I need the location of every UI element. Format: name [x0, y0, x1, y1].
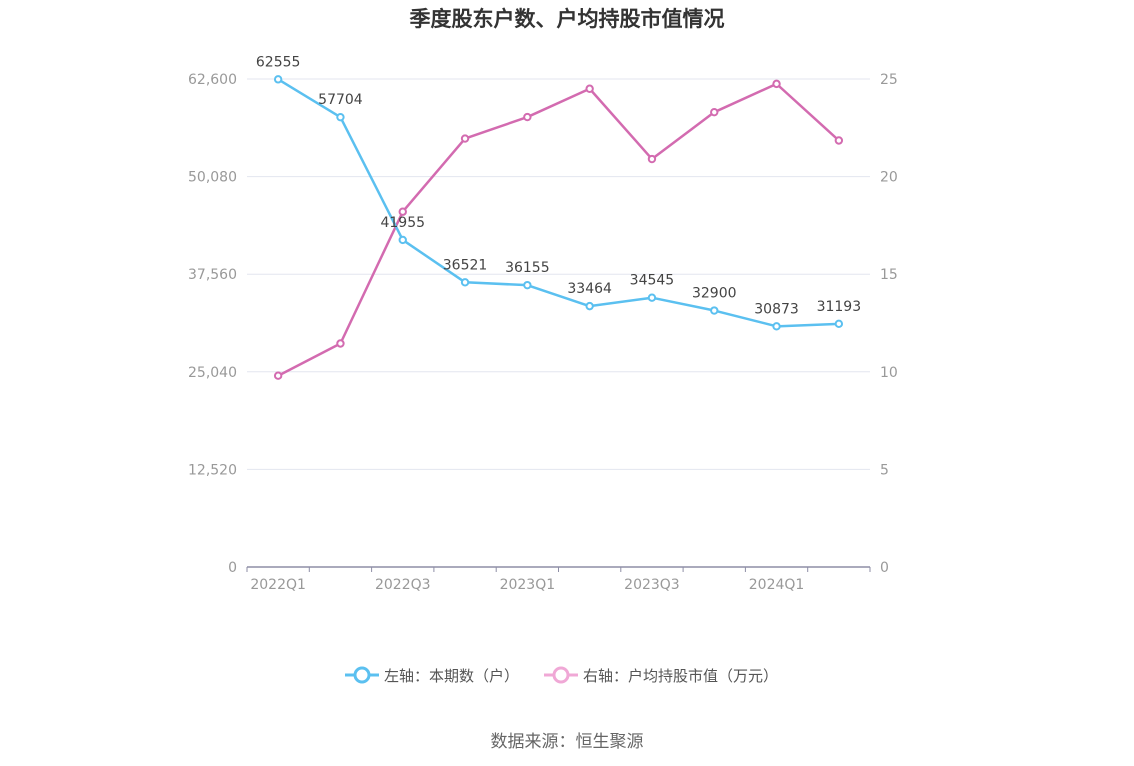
x-tick-label: 2024Q1 — [749, 577, 805, 593]
data-label: 41955 — [380, 215, 425, 231]
legend-item-value[interactable]: 右轴：户均持股市值（万元） — [544, 666, 778, 685]
data-point-right[interactable] — [647, 154, 657, 164]
data-point-left[interactable] — [336, 112, 345, 122]
legend-marker-value — [552, 666, 570, 684]
y-left-tick-label: 50,080 — [188, 170, 237, 186]
data-point-right[interactable] — [834, 136, 844, 145]
data-label: 62555 — [256, 54, 301, 70]
x-tick-label: 2023Q1 — [500, 577, 556, 593]
y-left-tick-label: 0 — [228, 560, 237, 576]
legend: 左轴：本期数（户） 右轴：户均持股市值（万元） — [345, 666, 778, 685]
data-label: 36521 — [443, 257, 488, 273]
y-left-tick-label: 62,600 — [188, 72, 237, 88]
y-right-tick-label: 10 — [880, 365, 898, 381]
data-point-right[interactable] — [523, 112, 532, 122]
data-point-right[interactable] — [273, 371, 283, 380]
y-right-tick-label: 0 — [880, 560, 889, 576]
y-right-tick-label: 15 — [880, 267, 898, 283]
data-point-left[interactable] — [647, 293, 657, 302]
x-tick-label: 2023Q3 — [624, 577, 680, 593]
data-point-left[interactable] — [398, 235, 407, 245]
data-point-left[interactable] — [834, 319, 844, 329]
data-point-right[interactable] — [398, 207, 407, 216]
data-label: 33464 — [567, 281, 612, 297]
data-label: 57704 — [318, 92, 363, 108]
data-point-right[interactable] — [336, 339, 345, 348]
y-left-tick-label: 37,560 — [188, 267, 237, 283]
legend-label-households: 左轴：本期数（户） — [384, 667, 519, 685]
axes: 0 0 12,520 5 25,040 10 37,560 15 50,080 20 62,600 2… — [188, 72, 898, 593]
legend-label-value: 右轴：户均持股市值（万元） — [583, 667, 778, 685]
data-label: 34545 — [630, 273, 675, 289]
data-point-right[interactable] — [710, 107, 719, 117]
data-point-right[interactable] — [585, 84, 594, 93]
x-tick-label: 2022Q3 — [375, 577, 431, 593]
series-line-left — [277, 78, 839, 328]
data-point-left[interactable] — [710, 306, 719, 315]
grid — [247, 78, 870, 470]
data-label: 30873 — [754, 301, 799, 317]
data-point-left[interactable] — [460, 278, 470, 287]
data-point-left[interactable] — [273, 75, 283, 84]
data-point-left[interactable] — [585, 301, 594, 311]
data-labels: 62555 57704 41955 36521 36155 33464 34545 32900… — [256, 54, 861, 317]
legend-marker-households — [353, 666, 371, 684]
data-point-right[interactable] — [772, 79, 781, 89]
data-label: 32900 — [692, 286, 737, 302]
x-tick-label: 2022Q1 — [250, 577, 306, 593]
series — [273, 75, 844, 380]
y-right-tick-label: 20 — [880, 170, 898, 186]
series-line-right — [277, 82, 840, 377]
y-right-tick-label: 25 — [880, 72, 898, 88]
data-point-right[interactable] — [460, 134, 470, 143]
y-left-tick-label: 12,520 — [188, 462, 237, 478]
data-label: 36155 — [505, 260, 550, 276]
y-right-tick-label: 5 — [880, 462, 889, 478]
data-point-left[interactable] — [523, 280, 532, 290]
legend-item-households[interactable]: 左轴：本期数（户） — [345, 666, 519, 685]
y-left-tick-label: 25,040 — [188, 365, 237, 381]
source-note: 数据来源：恒生聚源 — [491, 732, 644, 752]
data-point-left[interactable] — [772, 322, 781, 331]
chart-title: 季度股东户数、户均持股市值情况 — [410, 7, 725, 31]
data-label: 31193 — [817, 299, 862, 315]
